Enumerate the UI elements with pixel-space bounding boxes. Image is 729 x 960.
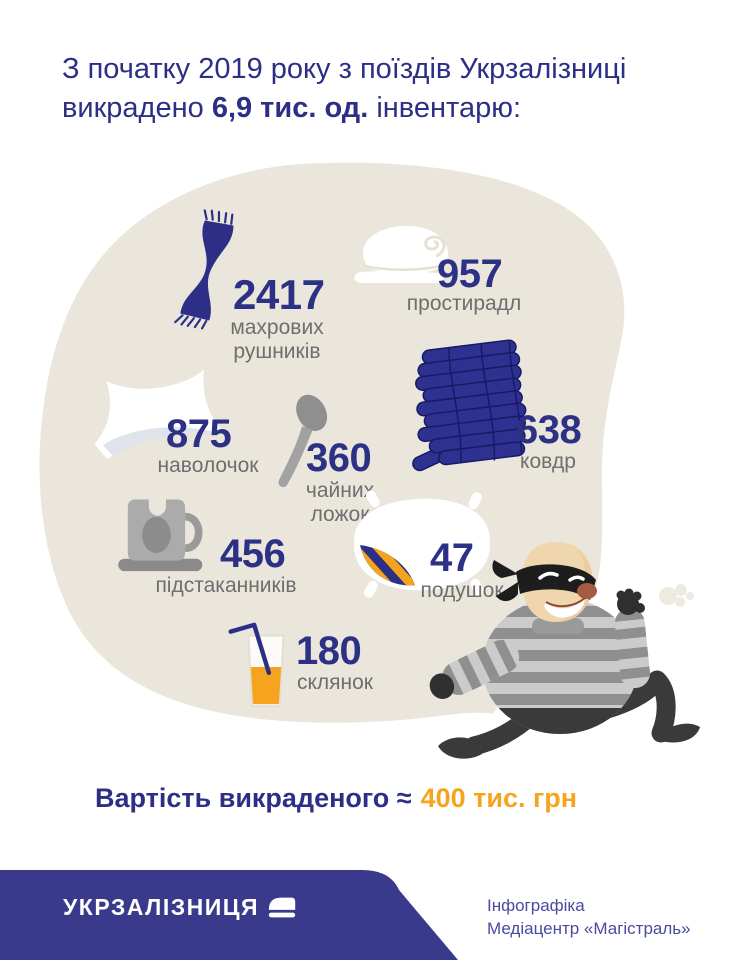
- item-count-pillowcases: 875: [166, 412, 232, 456]
- total-value: 400 тис. грн: [420, 783, 578, 813]
- title-line-1: З початку 2019 року з поїздів Укрзалізни…: [62, 53, 627, 85]
- footer-credit: Інфографіка Медіацентр «Магістраль»: [487, 896, 691, 938]
- item-label-sheets: простирадл: [406, 292, 522, 315]
- thief-illustration: [429, 542, 700, 759]
- title-line-2: викрадено 6,9 тис. од. інвентарю:: [62, 92, 522, 124]
- teaspoon-icon: [278, 394, 328, 488]
- item-count-towels: 2417: [233, 271, 325, 318]
- item-count-pillows: 47: [430, 536, 474, 580]
- item-label-glasses: склянок: [296, 671, 373, 694]
- footer-bar: [0, 870, 458, 960]
- item-count-teaspoons: 360: [306, 436, 372, 480]
- item-count-sheets: 957: [437, 252, 503, 296]
- cup-holder-icon: [118, 499, 203, 572]
- item-label-teaspoons: чайних ложок: [305, 479, 375, 526]
- item-count-glasses: 180: [296, 629, 362, 673]
- sheet-icon: [354, 226, 448, 283]
- pillowcase-icon: [94, 369, 229, 459]
- thief-head: [492, 542, 597, 634]
- title-highlight: 6,9 тис. од.: [211, 92, 369, 124]
- item-count-cup-holders: 456: [220, 532, 286, 576]
- item-label-pillowcases: наволочок: [157, 454, 259, 477]
- dust-puff-icon: [659, 584, 694, 607]
- towel-icon: [174, 209, 234, 330]
- glass-icon: [228, 622, 285, 708]
- item-label-towels: махрових рушників: [230, 316, 324, 363]
- total-label: Вартість викраденого ≈: [95, 783, 412, 813]
- ukrzaliznytsia-logo: УКРЗАЛІЗНИЦЯ: [63, 892, 298, 922]
- blanket-icon: [412, 339, 527, 472]
- logo-text: УКРЗАЛІЗНИЦЯ: [63, 893, 260, 920]
- pillow-icon: [354, 490, 490, 598]
- total-line: Вартість викраденого ≈ 400 тис. грн: [95, 783, 695, 814]
- item-label-blankets: ковдр: [520, 450, 576, 473]
- page-title: З початку 2019 року з поїздів Укрзалізни…: [62, 50, 682, 128]
- item-count-blankets: 638: [516, 408, 582, 452]
- train-logo-icon: [266, 894, 298, 920]
- item-label-pillows: подушок: [420, 579, 504, 602]
- item-label-cup-holders: підстаканників: [155, 574, 297, 597]
